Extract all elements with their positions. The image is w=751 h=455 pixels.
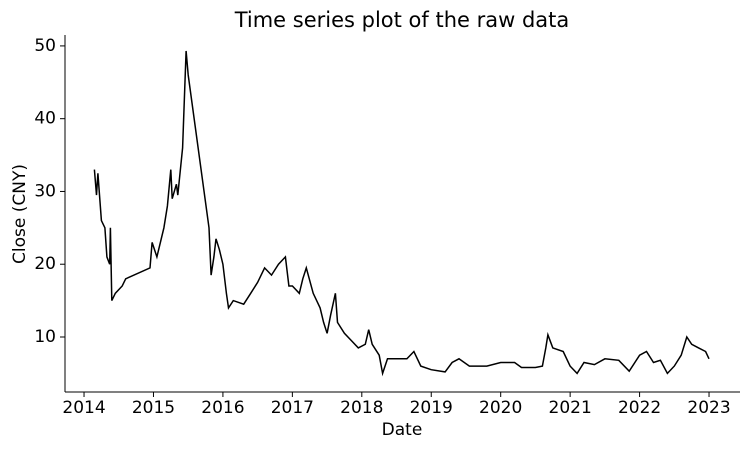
x-tick-label: 2021 (549, 398, 592, 418)
y-tick-label: 30 (34, 181, 56, 201)
y-tick-label: 10 (34, 327, 56, 347)
y-axis-label: Close (CNY) (10, 164, 30, 264)
x-tick-label: 2022 (618, 398, 661, 418)
y-tick-label: 50 (34, 36, 56, 56)
chart-title: Time series plot of the raw data (234, 8, 570, 32)
x-tick-label: 2017 (271, 398, 314, 418)
x-axis-label: Date (382, 420, 423, 440)
x-tick-label: 2018 (340, 398, 383, 418)
x-tick-label: 2014 (62, 398, 105, 418)
y-tick-label: 40 (34, 109, 56, 129)
line-series (93, 50, 710, 377)
x-tick-label: 2020 (479, 398, 522, 418)
y-tick-label: 20 (34, 254, 56, 274)
x-tick-label: 2015 (132, 398, 175, 418)
x-tick-label: 2023 (687, 398, 730, 418)
x-tick-label: 2019 (410, 398, 453, 418)
x-tick-label: 2016 (201, 398, 244, 418)
